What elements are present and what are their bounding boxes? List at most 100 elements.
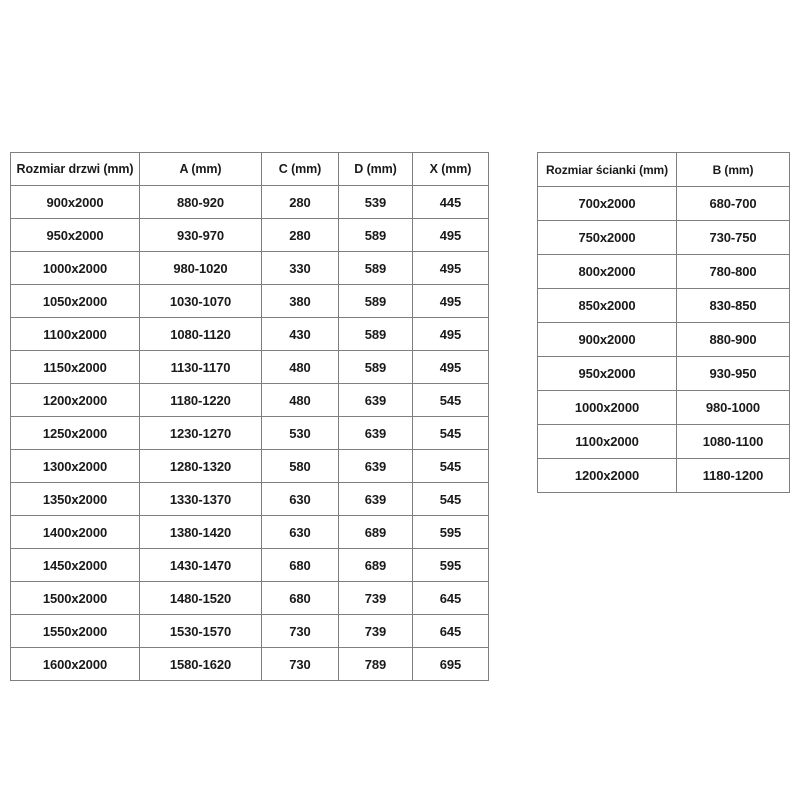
cell-a: 1180-1220 <box>139 383 262 417</box>
table-row: 1400x2000 1380-1420 630 689 595 <box>10 515 489 549</box>
cell-a: 980-1020 <box>139 251 262 285</box>
column-header-x: X (mm) <box>412 152 489 186</box>
cell-d: 739 <box>338 614 413 648</box>
cell-c: 280 <box>261 185 339 219</box>
table-row: 1150x2000 1130-1170 480 589 495 <box>10 350 489 384</box>
cell-door-size: 1050x2000 <box>10 284 140 318</box>
cell-c: 480 <box>261 350 339 384</box>
cell-d: 639 <box>338 383 413 417</box>
wall-table-header: Rozmiar ścianki (mm) B (mm) <box>537 152 790 187</box>
cell-b: 730-750 <box>676 220 790 255</box>
cell-wall-size: 850x2000 <box>537 288 677 323</box>
cell-door-size: 1400x2000 <box>10 515 140 549</box>
cell-d: 639 <box>338 449 413 483</box>
cell-x: 495 <box>412 317 489 351</box>
table-row: 1000x2000 980-1020 330 589 495 <box>10 251 489 285</box>
cell-b: 830-850 <box>676 288 790 323</box>
table-header-row: Rozmiar drzwi (mm) A (mm) C (mm) D (mm) … <box>10 152 489 186</box>
table-row: 1300x2000 1280-1320 580 639 545 <box>10 449 489 483</box>
cell-door-size: 1450x2000 <box>10 548 140 582</box>
table-row: 1100x2000 1080-1100 <box>537 424 790 459</box>
cell-a: 1230-1270 <box>139 416 262 450</box>
table-header-row: Rozmiar ścianki (mm) B (mm) <box>537 152 790 187</box>
cell-wall-size: 750x2000 <box>537 220 677 255</box>
cell-a: 1330-1370 <box>139 482 262 516</box>
column-header-a: A (mm) <box>139 152 262 186</box>
door-table-body: 900x2000 880-920 280 539 445 950x2000 93… <box>10 185 489 681</box>
cell-d: 589 <box>338 284 413 318</box>
cell-d: 589 <box>338 317 413 351</box>
cell-a: 1430-1470 <box>139 548 262 582</box>
cell-door-size: 1250x2000 <box>10 416 140 450</box>
cell-d: 539 <box>338 185 413 219</box>
wall-table-body: 700x2000 680-700 750x2000 730-750 800x20… <box>537 186 790 493</box>
cell-door-size: 1350x2000 <box>10 482 140 516</box>
cell-door-size: 1550x2000 <box>10 614 140 648</box>
cell-b: 780-800 <box>676 254 790 289</box>
cell-a: 1380-1420 <box>139 515 262 549</box>
cell-a: 930-970 <box>139 218 262 252</box>
cell-c: 480 <box>261 383 339 417</box>
door-size-table: Rozmiar drzwi (mm) A (mm) C (mm) D (mm) … <box>10 152 489 681</box>
cell-b: 930-950 <box>676 356 790 391</box>
cell-b: 1080-1100 <box>676 424 790 459</box>
cell-door-size: 900x2000 <box>10 185 140 219</box>
cell-c: 680 <box>261 548 339 582</box>
table-row: 950x2000 930-970 280 589 495 <box>10 218 489 252</box>
cell-c: 730 <box>261 614 339 648</box>
cell-d: 639 <box>338 482 413 516</box>
cell-b: 680-700 <box>676 186 790 221</box>
table-row: 1500x2000 1480-1520 680 739 645 <box>10 581 489 615</box>
cell-c: 630 <box>261 515 339 549</box>
cell-wall-size: 900x2000 <box>537 322 677 357</box>
table-row: 1350x2000 1330-1370 630 639 545 <box>10 482 489 516</box>
cell-c: 430 <box>261 317 339 351</box>
cell-x: 545 <box>412 416 489 450</box>
cell-door-size: 1150x2000 <box>10 350 140 384</box>
cell-d: 589 <box>338 251 413 285</box>
table-row: 700x2000 680-700 <box>537 186 790 221</box>
cell-c: 280 <box>261 218 339 252</box>
cell-c: 330 <box>261 251 339 285</box>
cell-x: 645 <box>412 581 489 615</box>
cell-b: 1180-1200 <box>676 458 790 493</box>
cell-x: 545 <box>412 449 489 483</box>
cell-d: 689 <box>338 548 413 582</box>
table-row: 1600x2000 1580-1620 730 789 695 <box>10 647 489 681</box>
cell-d: 589 <box>338 350 413 384</box>
cell-c: 530 <box>261 416 339 450</box>
cell-x: 545 <box>412 383 489 417</box>
cell-a: 1030-1070 <box>139 284 262 318</box>
table-row: 950x2000 930-950 <box>537 356 790 391</box>
cell-a: 1530-1570 <box>139 614 262 648</box>
wall-panel-size-table: Rozmiar ścianki (mm) B (mm) 700x2000 680… <box>537 152 790 493</box>
door-table-header: Rozmiar drzwi (mm) A (mm) C (mm) D (mm) … <box>10 152 489 186</box>
table-row: 1250x2000 1230-1270 530 639 545 <box>10 416 489 450</box>
cell-a: 1580-1620 <box>139 647 262 681</box>
cell-d: 789 <box>338 647 413 681</box>
cell-b: 980-1000 <box>676 390 790 425</box>
cell-wall-size: 1100x2000 <box>537 424 677 459</box>
column-header-d: D (mm) <box>338 152 413 186</box>
table-row: 900x2000 880-920 280 539 445 <box>10 185 489 219</box>
cell-door-size: 1200x2000 <box>10 383 140 417</box>
cell-d: 639 <box>338 416 413 450</box>
table-row: 900x2000 880-900 <box>537 322 790 357</box>
table-row: 800x2000 780-800 <box>537 254 790 289</box>
cell-a: 1080-1120 <box>139 317 262 351</box>
cell-wall-size: 1000x2000 <box>537 390 677 425</box>
cell-door-size: 950x2000 <box>10 218 140 252</box>
cell-b: 880-900 <box>676 322 790 357</box>
column-header-c: C (mm) <box>261 152 339 186</box>
cell-d: 689 <box>338 515 413 549</box>
cell-x: 495 <box>412 218 489 252</box>
cell-c: 680 <box>261 581 339 615</box>
cell-x: 495 <box>412 284 489 318</box>
cell-a: 1480-1520 <box>139 581 262 615</box>
cell-x: 595 <box>412 548 489 582</box>
cell-wall-size: 700x2000 <box>537 186 677 221</box>
cell-x: 695 <box>412 647 489 681</box>
cell-c: 580 <box>261 449 339 483</box>
table-row: 1200x2000 1180-1200 <box>537 458 790 493</box>
column-header-door-size: Rozmiar drzwi (mm) <box>10 152 140 186</box>
